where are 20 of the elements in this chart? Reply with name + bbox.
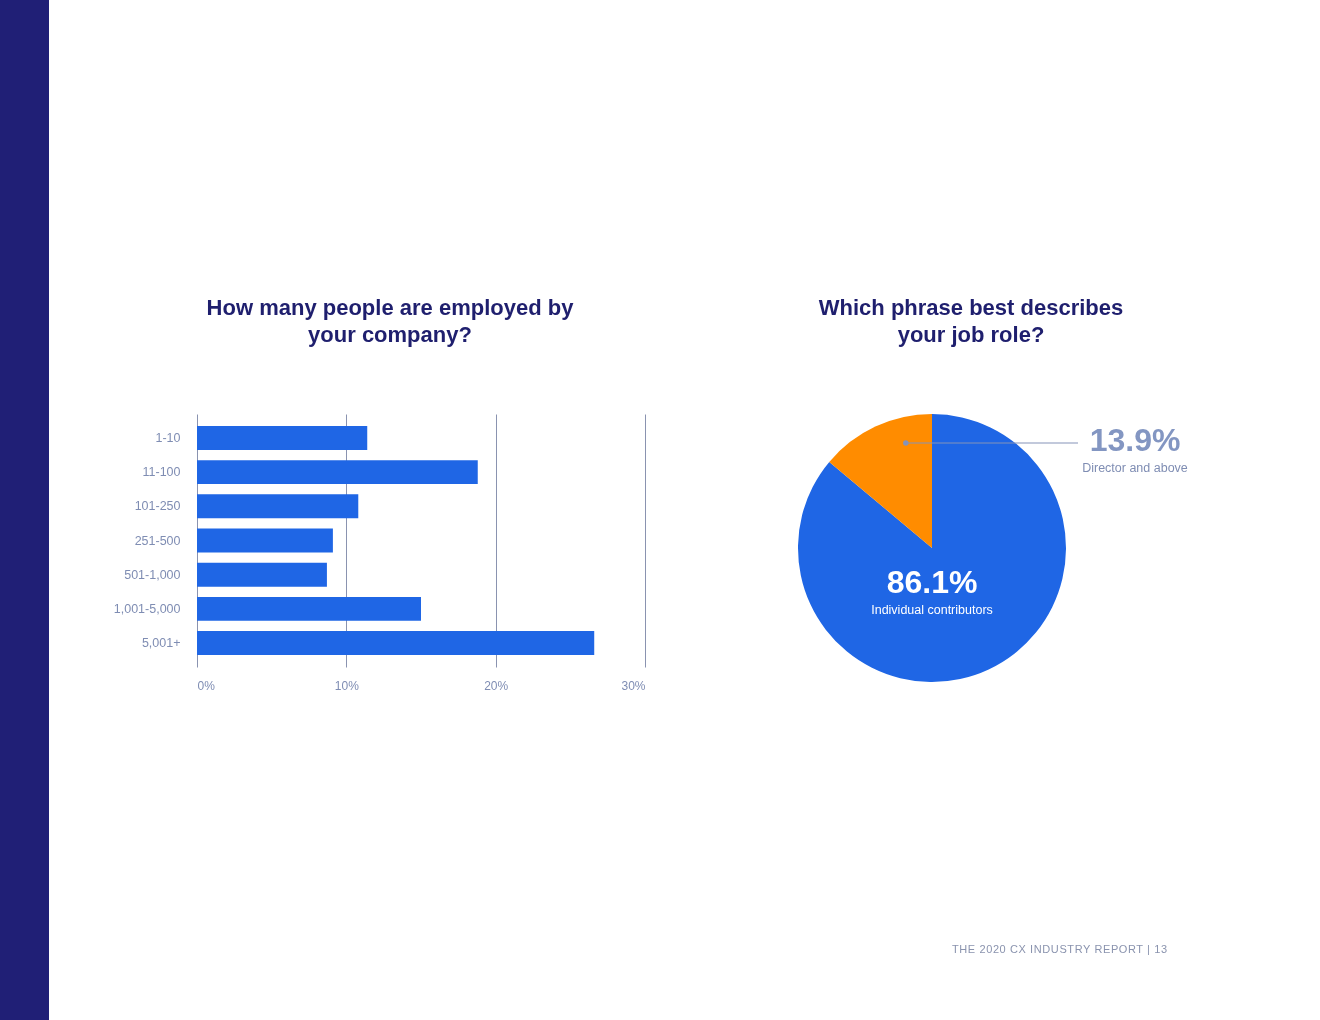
pie-slice [829, 414, 932, 548]
y-tick-label: 5,001+ [141, 636, 181, 651]
slice-label: Director and above [1082, 461, 1188, 475]
x-tick-label: 10% [334, 678, 360, 693]
x-tick-label: 20% [484, 678, 509, 693]
slice-label: Individual contributors [871, 602, 993, 617]
y-tick-label: 1-10 [155, 430, 181, 445]
pie-slice [798, 414, 1066, 682]
x-tick-label: 30% [621, 678, 646, 693]
data-label: 86.1% [886, 563, 978, 600]
text: THE 2020 CX INDUSTRY REPORT | 13 [952, 943, 1168, 955]
y-tick-label: 11-100 [142, 465, 181, 480]
x-tick-label: 0% [197, 678, 216, 693]
y-tick-label: 1,001-5,000 [113, 601, 181, 616]
data-label: 13.9% [1089, 422, 1181, 458]
chart-title: Which phrase best describes your job role? [817, 294, 1125, 348]
chart-title: How many people are employed by your company? [205, 294, 575, 348]
y-tick-label: 501-1,000 [124, 567, 181, 582]
y-tick-label: 251-500 [134, 533, 181, 548]
y-tick-label: 101-250 [134, 499, 181, 514]
